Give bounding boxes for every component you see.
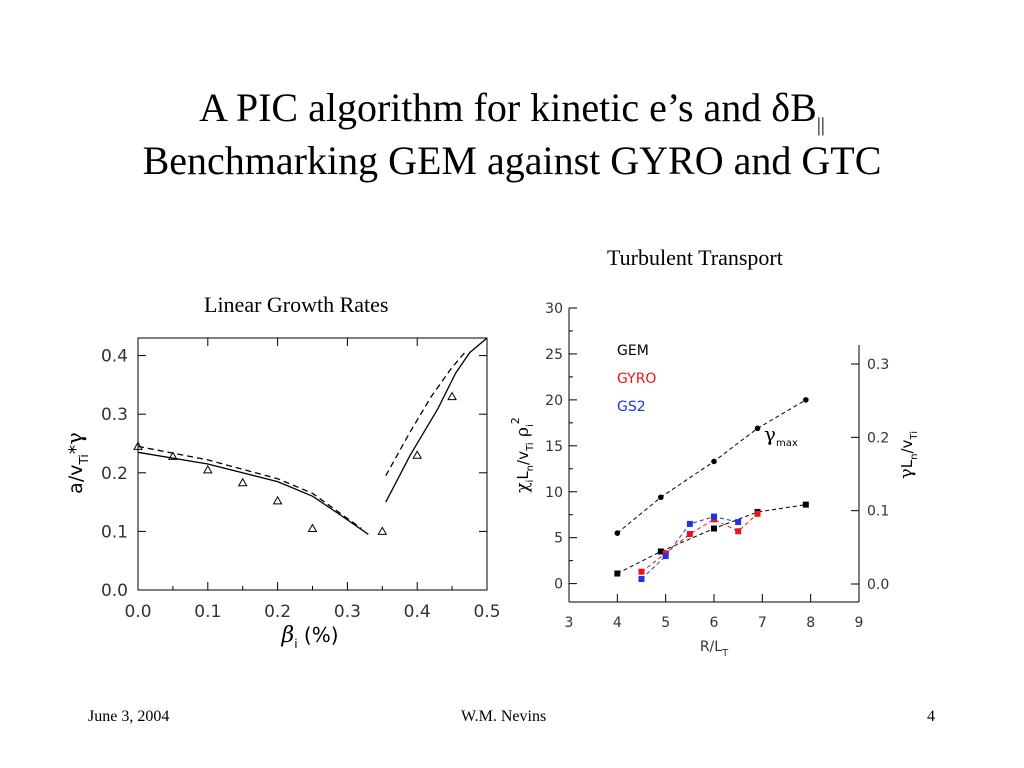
data-point (638, 576, 645, 583)
parallel-subscript: || (816, 114, 825, 136)
data-point (711, 458, 717, 465)
x-tick-label: 7 (758, 615, 767, 631)
slide-title-line2: Benchmarking GEM against GYRO and GTC (142, 138, 882, 183)
y-tick-label: 0.2 (101, 464, 128, 484)
y-tick-label: 20 (545, 393, 563, 409)
x-tick-label: 0.4 (404, 602, 431, 622)
right-y-tick-label: 0.3 (867, 357, 889, 373)
series-line-GYRO (641, 513, 758, 573)
y-tick-label: 0.4 (101, 347, 128, 367)
x-tick-label: 0.5 (473, 602, 500, 622)
y-tick-label: 0 (554, 577, 563, 593)
triangle-marker (237, 477, 248, 487)
data-point (686, 520, 693, 527)
y-tick-label: 0.0 (101, 581, 128, 601)
x-tick-label: 3 (565, 615, 574, 631)
x-tick-label: 6 (710, 615, 719, 631)
triangle-marker (133, 441, 143, 450)
x-tick-label: 4 (613, 615, 622, 631)
right-chart-caption: Turbulent Transport (607, 245, 783, 270)
dashed-curve (137, 445, 362, 530)
y-tick-label: 25 (545, 347, 563, 363)
solid-curve (385, 337, 488, 503)
y-tick-label: 0.3 (101, 405, 128, 425)
solid-curve (137, 451, 369, 535)
data-point (638, 568, 645, 575)
x-tick-label: 0.3 (334, 602, 361, 622)
left-chart-caption: Linear Growth Rates (204, 292, 389, 317)
right-y-tick-label: 0.2 (867, 430, 889, 446)
y-axis-label: χiLn/vTi ρi2 (509, 417, 536, 493)
data-point (657, 548, 664, 555)
y-tick-label: 30 (545, 301, 563, 317)
data-point (735, 519, 742, 526)
data-point (686, 531, 693, 538)
data-point (803, 397, 809, 403)
data-point (754, 510, 761, 517)
legend-label-gyro: GYRO (617, 371, 656, 387)
data-point (754, 425, 761, 432)
triangle-marker (307, 523, 318, 532)
data-point (662, 553, 669, 560)
x-tick-label: 5 (661, 615, 670, 631)
y-axis-label: a/vTi*γ (63, 432, 91, 494)
triangle-marker (377, 526, 388, 535)
triangle-marker (168, 451, 178, 460)
data-point (658, 494, 664, 501)
x-tick-label: 0.1 (194, 602, 221, 622)
y-tick-label: 10 (545, 485, 563, 501)
x-tick-label: 8 (806, 615, 815, 631)
series-line-γmax (616, 399, 807, 534)
right-y-tick-label: 0.1 (867, 504, 889, 520)
dashed-curve (385, 352, 466, 477)
x-axis-label: βi (%) (280, 623, 338, 651)
y-tick-label: 0.1 (101, 522, 128, 542)
data-point (802, 501, 809, 508)
triangle-marker (202, 464, 213, 474)
legend-label-gs2: GS2 (617, 399, 646, 415)
x-axis-label: R/LT (700, 639, 729, 659)
triangle-marker (412, 450, 423, 459)
x-tick-label: 0.0 (124, 602, 151, 622)
slide-title-line1: A PIC algorithm for kinetic e’s and δB|| (199, 85, 825, 136)
data-point (614, 530, 621, 536)
y-tick-label: 5 (554, 531, 563, 547)
triangle-marker (447, 391, 457, 401)
gamma-max-annotation: γmax (764, 422, 798, 449)
footer-date: June 3, 2004 (88, 708, 170, 725)
x-tick-label: 9 (855, 615, 864, 631)
triangle-marker (272, 495, 283, 505)
data-point (711, 525, 717, 532)
legend-label-gem: GEM (617, 343, 649, 359)
footer-page-number: 4 (927, 708, 935, 725)
data-point (711, 513, 717, 520)
data-point (614, 570, 621, 577)
footer-author: W.M. Nevins (461, 708, 547, 725)
right-y-axis-label: γLn/vTi (896, 431, 920, 479)
x-tick-label: 0.2 (264, 602, 291, 622)
data-point (735, 528, 742, 535)
y-tick-label: 15 (545, 439, 563, 455)
right-y-tick-label: 0.0 (867, 577, 889, 593)
